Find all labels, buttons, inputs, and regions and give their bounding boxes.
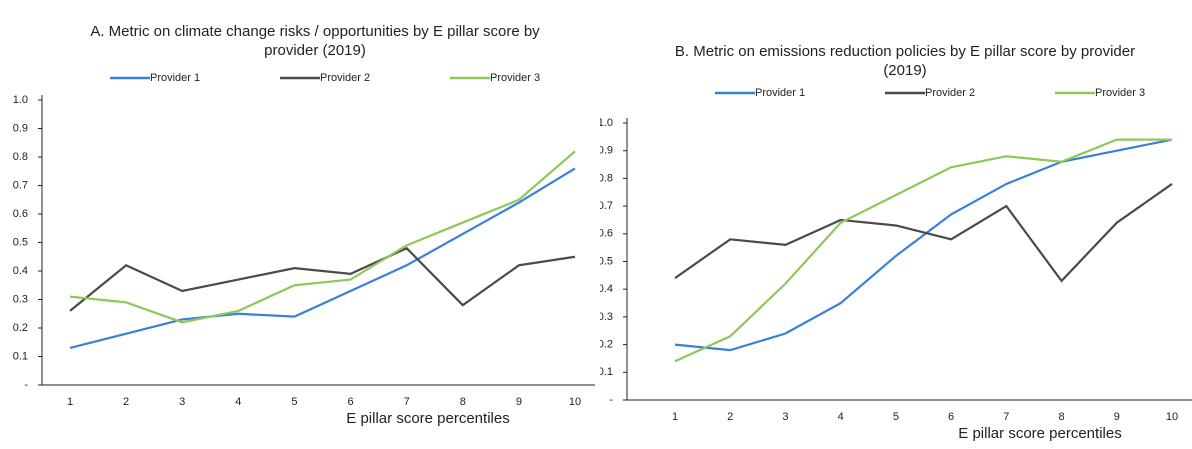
series-line xyxy=(674,138,1172,363)
x-tick-label: 1 xyxy=(67,396,73,408)
x-tick-label: 2 xyxy=(123,396,129,408)
y-tick-label: 0.3 xyxy=(13,293,28,305)
y-tick-label: 0.4 xyxy=(600,283,613,295)
series-line xyxy=(674,183,1173,283)
y-tick-label: 0.6 xyxy=(600,228,613,240)
x-tick-label: 6 xyxy=(347,396,353,408)
x-tick-label: 5 xyxy=(893,411,899,423)
y-tick-label: 0.9 xyxy=(13,122,28,134)
plot: - 0.1 0.2 0.3 0.4 0.5 0.6 0.7 0.8 0.9 1.0 1 2 3 4 5 6 7 8 9… xyxy=(600,87,1192,442)
legend-label: Provider 1 xyxy=(755,87,805,99)
x-tick-label: 2 xyxy=(727,411,733,423)
y-tick-label: 0.7 xyxy=(13,179,28,191)
x-tick-label: 3 xyxy=(179,396,185,408)
series-line xyxy=(69,150,576,324)
plot: - 0.1 0.2 0.3 0.4 0.5 0.6 0.7 0.8 0.9 1.0 1 2 3 4 5 6 7 8 9… xyxy=(13,72,595,427)
x-tick-label: 9 xyxy=(1114,411,1120,423)
y-tick-label: 1.0 xyxy=(13,94,28,106)
legend-label: Provider 3 xyxy=(490,72,540,84)
y-tick-label: 0.8 xyxy=(600,172,613,184)
x-tick-label: 6 xyxy=(948,411,954,423)
series-line xyxy=(69,167,576,350)
y-tick-label: 0.2 xyxy=(13,322,28,334)
chart-a: A. Metric on climate change risks / oppo… xyxy=(13,23,595,427)
x-tick-label: 5 xyxy=(291,396,297,408)
legend-label: Provider 2 xyxy=(320,72,370,84)
y-tick-label: 0.1 xyxy=(13,350,28,362)
legend-label: Provider 3 xyxy=(1095,87,1145,99)
y-tick-label: 1.0 xyxy=(600,117,613,129)
y-tick-label: 0.3 xyxy=(600,311,613,323)
x-tick-label: 9 xyxy=(516,396,522,408)
y-tick-label: - xyxy=(24,379,28,391)
x-tick-label: 10 xyxy=(569,396,581,408)
y-tick-label: 0.5 xyxy=(13,236,28,248)
x-tick-label: 10 xyxy=(1166,411,1178,423)
y-tick-label: 0.9 xyxy=(600,145,613,157)
series-line xyxy=(69,246,576,312)
x-tick-label: 4 xyxy=(235,396,241,408)
y-tick-label: 0.2 xyxy=(600,339,613,351)
x-tick-label: 1 xyxy=(672,411,678,423)
x-tick-label: 4 xyxy=(838,411,844,423)
chart-title: B. Metric on emissions reduction policie… xyxy=(674,43,1136,79)
y-tick-label: 0.4 xyxy=(13,265,28,277)
y-tick-label: 0.1 xyxy=(600,366,613,378)
y-tick-label: 0.6 xyxy=(13,208,28,220)
y-tick-label: - xyxy=(609,394,613,406)
x-tick-label: 3 xyxy=(782,411,788,423)
chart-b: B. Metric on emissions reduction policie… xyxy=(600,0,1192,449)
chart-title: A. Metric on climate change risks / oppo… xyxy=(90,23,540,59)
y-tick-label: 0.8 xyxy=(13,151,28,163)
x-axis-label: E pillar score percentiles xyxy=(958,425,1121,442)
y-tick-label: 0.7 xyxy=(600,200,613,212)
x-tick-label: 8 xyxy=(460,396,466,408)
x-tick-label: 7 xyxy=(404,396,410,408)
x-tick-label: 7 xyxy=(1003,411,1009,423)
legend-label: Provider 2 xyxy=(925,87,975,99)
x-axis-label: E pillar score percentiles xyxy=(346,410,509,427)
x-tick-label: 8 xyxy=(1058,411,1064,423)
series-line xyxy=(674,138,1173,352)
legend-label: Provider 1 xyxy=(150,72,200,84)
y-tick-label: 0.5 xyxy=(600,255,613,267)
